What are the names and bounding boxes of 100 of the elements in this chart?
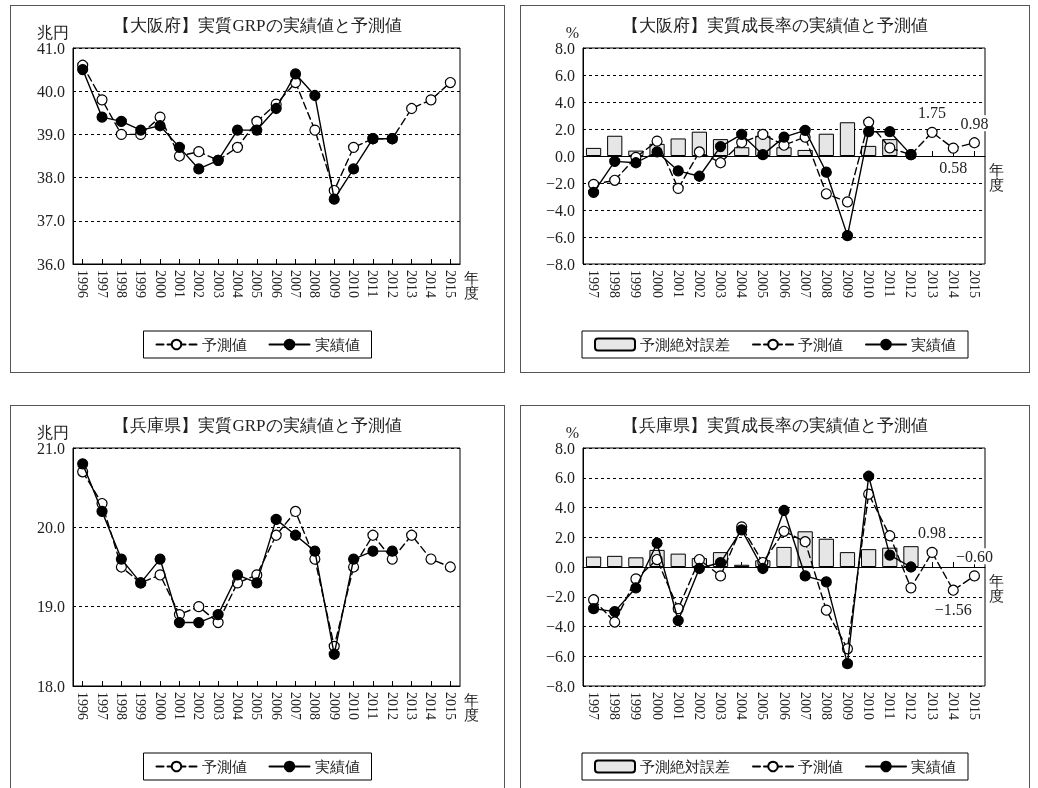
y-tick-label: 37.0 xyxy=(37,212,65,230)
x-tick-label: 2002 xyxy=(191,692,207,720)
x-tick-label: 1999 xyxy=(628,270,644,298)
y-tick-label: 0.0 xyxy=(555,558,575,576)
x-tick-label: 2006 xyxy=(776,692,792,720)
x-tick-label: 1998 xyxy=(607,692,623,720)
x-tick-label: 2006 xyxy=(776,270,792,298)
x-tick-label: 2007 xyxy=(797,692,813,720)
x-tick-label: 2008 xyxy=(818,270,834,298)
x-tick-label: 2009 xyxy=(839,692,855,720)
legend-label: 予測値 xyxy=(201,758,247,775)
x-tick-label: 2014 xyxy=(423,270,439,298)
y-tick-label: 2.0 xyxy=(555,120,575,138)
x-tick-label: 2008 xyxy=(818,692,834,720)
x-tick-label: 2004 xyxy=(229,270,245,298)
x-tick-label: 1998 xyxy=(113,270,129,298)
x-tick-label: 2004 xyxy=(734,692,750,720)
x-tick-label: 2005 xyxy=(249,270,265,298)
x-tick-label: 1997 xyxy=(94,692,110,720)
x-tick-label: 2009 xyxy=(839,270,855,298)
x-tick-label: 2007 xyxy=(797,270,813,298)
legend-label: 実績値 xyxy=(911,758,956,775)
y-tick-label: 4.0 xyxy=(555,93,575,111)
y-tick-label: 8.0 xyxy=(555,39,575,57)
x-tick-label: 2013 xyxy=(404,270,420,298)
x-tick-label: 1998 xyxy=(113,692,129,720)
x-tick-label: 2002 xyxy=(191,270,207,298)
y-tick-label: 41.0 xyxy=(37,39,65,57)
y-tick-label: −8.0 xyxy=(545,677,575,695)
x-tick-label: 2005 xyxy=(249,692,265,720)
x-tick-label: 2000 xyxy=(649,692,665,720)
data-label: −1.56 xyxy=(934,601,972,619)
x-tick-label: 1996 xyxy=(75,692,91,720)
legend-label: 予測絶対誤差 xyxy=(640,336,730,353)
legend-label: 実績値 xyxy=(911,336,956,353)
x-tick-label: 2013 xyxy=(924,270,940,298)
x-tick-label: 2001 xyxy=(171,270,187,298)
x-tick-label: 2012 xyxy=(903,270,919,298)
x-tick-label: 2012 xyxy=(384,692,400,720)
x-tick-label: 2005 xyxy=(755,692,771,720)
x-tick-label: 2012 xyxy=(384,270,400,298)
chart-title: 【兵庫県】実質GRPの実績値と予測値 xyxy=(113,416,402,435)
y-tick-label: 4.0 xyxy=(555,499,575,516)
x-tick-label: 2002 xyxy=(691,270,707,298)
chart-title: 【大阪府】実質成長率の実績値と予測値 xyxy=(622,16,928,35)
data-label: −0.60 xyxy=(955,547,993,565)
x-tick-label: 2005 xyxy=(755,270,771,298)
y-tick-label: 8.0 xyxy=(555,439,575,457)
x-tick-label: 2011 xyxy=(365,692,381,720)
y-tick-label: −6.0 xyxy=(545,647,575,665)
x-tick-label: 2014 xyxy=(423,692,439,720)
x-tick-label: 2010 xyxy=(861,692,877,720)
x-tick-label: 2006 xyxy=(268,692,284,720)
x-tick-label: 2003 xyxy=(210,270,226,298)
x-tick-label: 2015 xyxy=(966,692,982,720)
x-axis-title: 年度 xyxy=(464,269,479,301)
legend-label: 予測値 xyxy=(798,336,843,353)
data-label: 1.75 xyxy=(918,104,947,122)
x-tick-label: 2013 xyxy=(404,692,420,720)
x-tick-label: 2011 xyxy=(365,270,381,298)
y-tick-label: 40.0 xyxy=(37,82,65,100)
data-label: 0.98 xyxy=(918,524,947,542)
y-tick-label: 20.0 xyxy=(37,518,65,536)
x-axis-title: 年度 xyxy=(989,572,1004,604)
x-tick-label: 1999 xyxy=(133,692,149,720)
y-tick-label: 0.0 xyxy=(555,147,575,165)
x-tick-label: 1997 xyxy=(94,270,110,298)
chart-title: 【兵庫県】実質成長率の実績値と予測値 xyxy=(622,416,928,435)
x-tick-label: 1997 xyxy=(586,270,602,298)
x-tick-label: 2001 xyxy=(171,692,187,720)
x-axis-title: 年度 xyxy=(464,691,479,723)
y-tick-label: 39.0 xyxy=(37,125,65,143)
x-tick-label: 1999 xyxy=(133,270,149,298)
x-tick-label: 2012 xyxy=(903,692,919,720)
data-label: 0.98 xyxy=(960,114,989,132)
x-tick-label: 2011 xyxy=(882,270,898,298)
y-axis-title: % xyxy=(565,423,579,441)
y-axis-title: % xyxy=(565,23,579,41)
x-tick-label: 2010 xyxy=(346,692,362,720)
y-tick-label: −2.0 xyxy=(545,174,575,192)
x-tick-label: 2003 xyxy=(210,692,226,720)
x-tick-label: 2009 xyxy=(326,270,342,298)
x-axis-title: 年度 xyxy=(989,161,1004,193)
legend-label: 予測値 xyxy=(201,336,247,353)
x-tick-label: 2007 xyxy=(288,692,304,720)
y-tick-label: −4.0 xyxy=(545,201,575,219)
x-tick-label: 2011 xyxy=(882,692,898,720)
x-tick-label: 2000 xyxy=(649,270,665,298)
legend-label: 予測値 xyxy=(798,758,843,775)
y-tick-label: 6.0 xyxy=(555,469,575,487)
x-tick-label: 2009 xyxy=(326,692,342,720)
x-tick-label: 2014 xyxy=(945,270,961,298)
x-tick-label: 2010 xyxy=(346,270,362,298)
legend-label: 予測絶対誤差 xyxy=(640,758,730,775)
data-label: 0.58 xyxy=(939,159,968,177)
x-tick-label: 2014 xyxy=(945,692,961,720)
y-tick-label: 6.0 xyxy=(555,66,575,84)
x-tick-label: 2010 xyxy=(861,270,877,298)
x-tick-label: 2003 xyxy=(713,270,729,298)
legend-label: 実績値 xyxy=(314,758,360,775)
